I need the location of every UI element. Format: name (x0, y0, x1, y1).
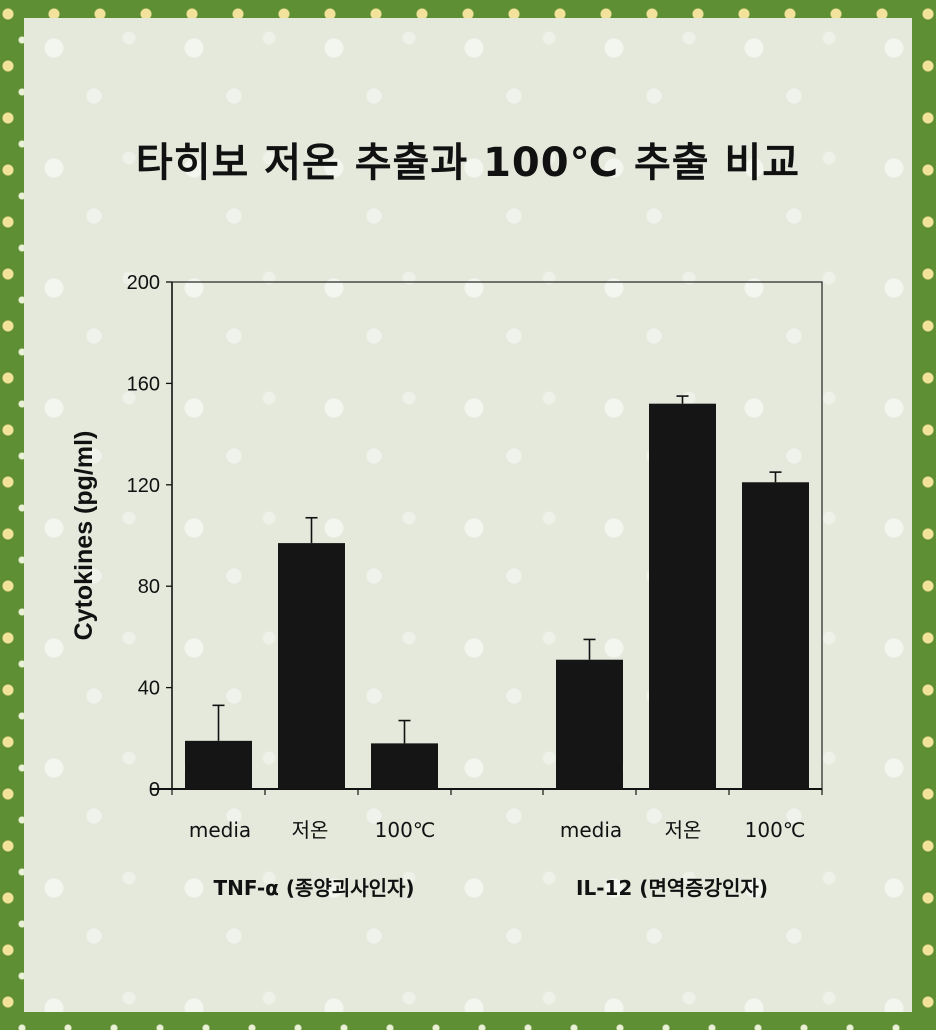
plot-frame (171, 281, 823, 790)
y-tick-label: 80 (138, 576, 160, 598)
y-tick-label: 0 (149, 779, 160, 801)
x-tick-label: 100℃ (745, 818, 806, 842)
y-tick-label: 160 (127, 373, 160, 395)
chart-title: 타히보 저온 추출과 100℃ 추출 비교 (135, 140, 801, 186)
x-tick-label: 저온 (292, 818, 329, 842)
group-label: TNF-α (종양괴사인자) (213, 876, 414, 900)
bar (371, 743, 438, 789)
y-tick-label: 40 (138, 678, 160, 700)
plot-area: 0 40 80 120 160 200 Cytokines (pg/ml) media 저온 10… (70, 272, 823, 900)
bar (556, 659, 623, 789)
bar (278, 543, 345, 789)
x-tick-label: media (189, 818, 251, 842)
bar (185, 740, 252, 789)
x-tick-label: media (560, 818, 622, 842)
bar (649, 403, 716, 789)
y-axis-label: Cytokines (pg/ml) (70, 431, 98, 641)
y-tick-label: 200 (127, 272, 160, 294)
group-label: IL-12 (면역증강인자) (576, 876, 768, 900)
y-tick-label: 120 (127, 475, 160, 497)
x-tick-label: 저온 (665, 818, 702, 842)
bar (742, 482, 809, 789)
x-tick-label: 100℃ (375, 818, 436, 842)
